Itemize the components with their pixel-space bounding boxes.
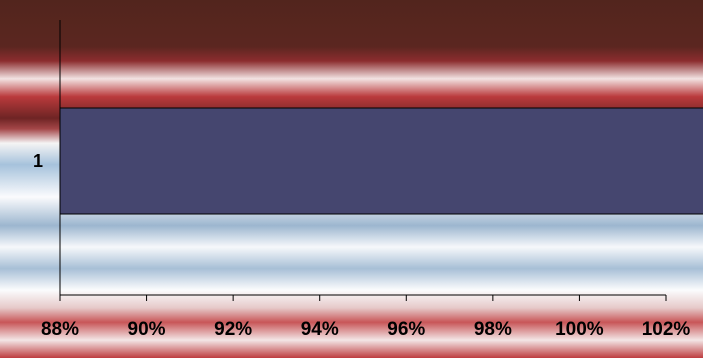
- x-axis-tick-labels: 88% 90% 92% 94% 96% 98% 100% 102%: [41, 319, 690, 340]
- x-tick-label: 100%: [555, 319, 604, 340]
- x-tick-label: 102%: [642, 319, 691, 340]
- x-tick-label: 94%: [301, 319, 339, 340]
- x-tick-label: 92%: [214, 319, 252, 340]
- category-labels: 1: [33, 151, 43, 171]
- bar-segments: [59, 107, 703, 215]
- x-tick-label: 90%: [128, 319, 166, 340]
- x-tick-label: 88%: [41, 319, 79, 340]
- x-tick-label: 96%: [387, 319, 425, 340]
- x-tick-label: 98%: [474, 319, 512, 340]
- x-axis-ticks: [59, 295, 667, 301]
- bar-segment: [59, 107, 703, 215]
- category-label: 1: [33, 151, 43, 171]
